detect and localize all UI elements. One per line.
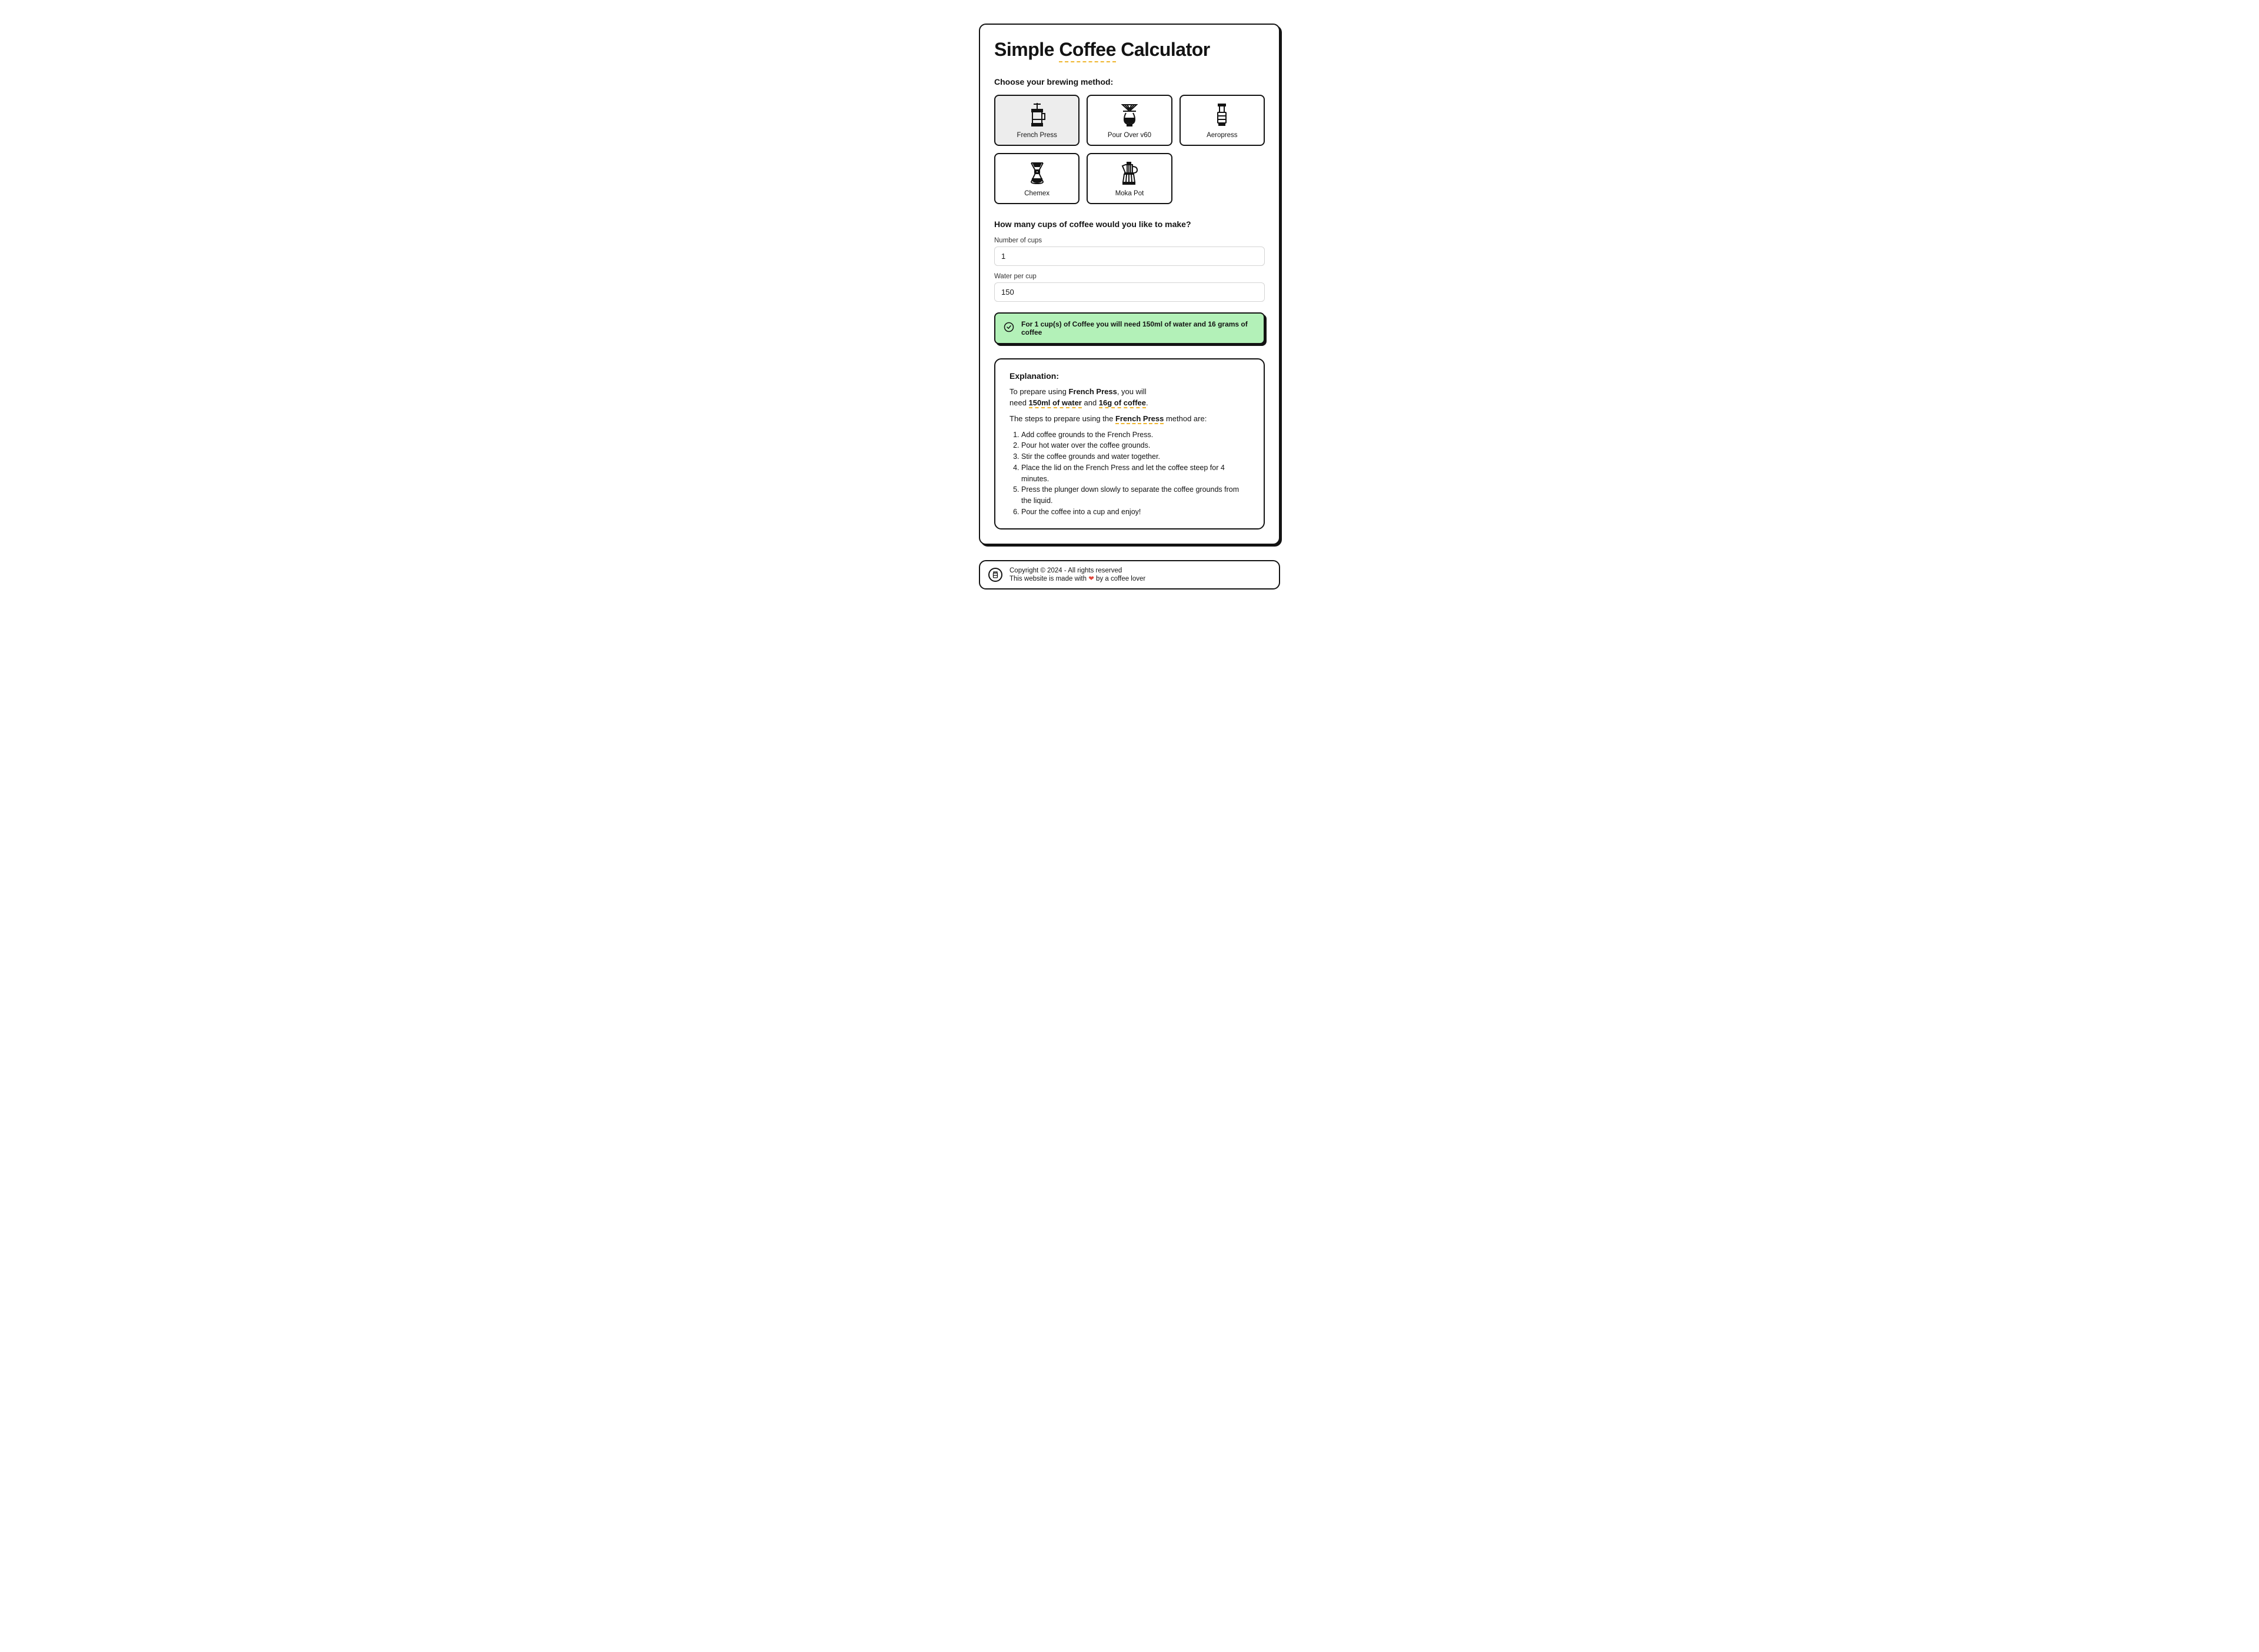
calculator-card: Simple Coffee Calculator Choose your bre… xyxy=(979,24,1280,545)
check-circle-icon xyxy=(1004,322,1014,335)
chemex-icon xyxy=(1000,161,1074,185)
explanation-heading: Explanation: xyxy=(1009,371,1250,381)
step-item: Pour the coffee into a cup and enjoy! xyxy=(1021,507,1250,518)
exp-water: 150ml of water xyxy=(1029,398,1082,408)
method-label: Pour Over v60 xyxy=(1108,132,1151,139)
explanation-line1: To prepare using French Press, you will … xyxy=(1009,387,1151,409)
methods-grid: French Press P xyxy=(994,95,1265,204)
method-label: Aeropress xyxy=(1207,132,1237,139)
footer-line2: This website is made with ❤ by a coffee … xyxy=(1009,574,1145,582)
steps-list: Add coffee grounds to the French Press. … xyxy=(1009,429,1250,518)
step-item: Pour hot water over the coffee grounds. xyxy=(1021,440,1250,451)
step-item: Press the plunger down slowly to separat… xyxy=(1021,484,1250,507)
method-chemex[interactable]: Chemex xyxy=(994,153,1079,204)
exp-method-name-2: French Press xyxy=(1115,414,1164,424)
method-french-press[interactable]: French Press xyxy=(994,95,1079,146)
cups-input[interactable] xyxy=(994,247,1265,266)
aeropress-icon xyxy=(1185,102,1259,127)
water-input-label: Water per cup xyxy=(994,273,1265,280)
result-box: For 1 cup(s) of Coffee you will need 150… xyxy=(994,312,1265,344)
explanation-box: Explanation: To prepare using French Pre… xyxy=(994,358,1265,529)
exp-coffee: 16g of coffee xyxy=(1099,398,1146,408)
title-post: Calculator xyxy=(1116,39,1210,60)
cups-input-label: Number of cups xyxy=(994,237,1265,244)
step-item: Add coffee grounds to the French Press. xyxy=(1021,429,1250,441)
method-label: Chemex xyxy=(1024,190,1049,197)
step-item: Place the lid on the French Press and le… xyxy=(1021,462,1250,485)
water-input[interactable] xyxy=(994,282,1265,302)
title-highlight: Coffee xyxy=(1059,39,1116,62)
moka-pot-icon xyxy=(1092,161,1166,185)
footer-line1: Copyright © 2024 - All rights reserved xyxy=(1009,567,1145,574)
method-section-label: Choose your brewing method: xyxy=(994,77,1265,86)
method-label: Moka Pot xyxy=(1115,190,1144,197)
method-pour-over[interactable]: Pour Over v60 xyxy=(1087,95,1172,146)
result-text: For 1 cup(s) of Coffee you will need 150… xyxy=(1021,320,1255,337)
title-pre: Simple xyxy=(994,39,1059,60)
page-title: Simple Coffee Calculator xyxy=(994,39,1265,61)
method-label: French Press xyxy=(1017,132,1057,139)
heart-icon: ❤ xyxy=(1088,575,1094,582)
pour-over-icon xyxy=(1092,102,1166,127)
footer-text: Copyright © 2024 - All rights reserved T… xyxy=(1009,567,1145,582)
exp-method-name: French Press xyxy=(1068,387,1117,396)
explanation-line2: The steps to prepare using the French Pr… xyxy=(1009,414,1250,425)
footer-logo-icon xyxy=(988,568,1002,582)
step-item: Stir the coffee grounds and water togeth… xyxy=(1021,451,1250,462)
footer: Copyright © 2024 - All rights reserved T… xyxy=(979,560,1280,589)
method-aeropress[interactable]: Aeropress xyxy=(1180,95,1265,146)
method-moka-pot[interactable]: Moka Pot xyxy=(1087,153,1172,204)
french-press-icon xyxy=(1000,102,1074,127)
cups-section-label: How many cups of coffee would you like t… xyxy=(994,219,1265,229)
